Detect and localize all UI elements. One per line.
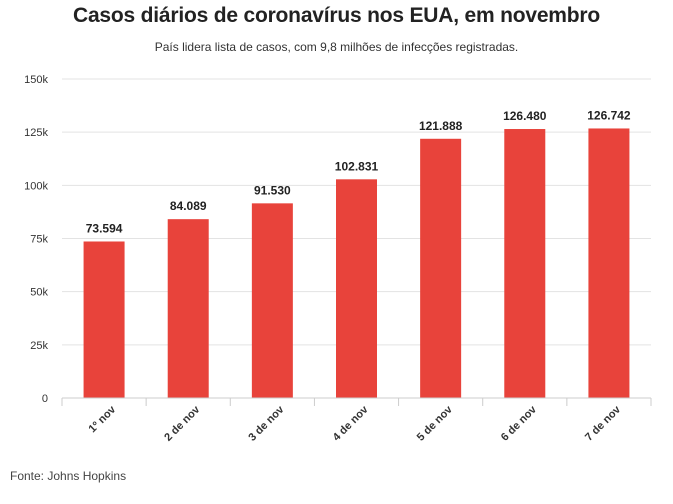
x-tick-label: 4 de nov xyxy=(331,403,372,444)
x-axis: 1º nov 2 de nov 3 de nov 4 de nov 5 de nov 6 … xyxy=(61,397,652,444)
y-tick-label: 75k xyxy=(30,234,48,246)
x-tick-label: 7 de nov xyxy=(583,403,624,444)
y-tick-label: 125k xyxy=(24,127,48,139)
data-label: 126.742 xyxy=(587,108,631,122)
x-tick-label: 5 de nov xyxy=(415,403,456,444)
source-note: Fonte: Johns Hopkins xyxy=(10,469,127,483)
data-label: 91.530 xyxy=(254,183,291,197)
data-label: 73.594 xyxy=(86,221,123,235)
data-label: 84.089 xyxy=(170,199,207,213)
bar xyxy=(167,219,209,398)
x-tick-label: 2 de nov xyxy=(162,403,203,444)
y-tick-label: 100k xyxy=(24,180,48,192)
data-label: 121.888 xyxy=(419,119,463,133)
y-tick-label: 0 xyxy=(42,393,48,405)
bar xyxy=(420,138,462,398)
data-label: 102.831 xyxy=(335,159,379,173)
y-tick-label: 150k xyxy=(24,74,48,86)
x-tick-label: 1º nov xyxy=(87,403,119,435)
bar xyxy=(251,203,293,398)
value-labels: 73.594 84.089 91.530 102.831 121.888 126.480 1… xyxy=(86,108,631,235)
data-label: 126.480 xyxy=(503,109,547,123)
chart-title: Casos diários de coronavírus nos EUA, em… xyxy=(72,4,600,27)
y-tick-label: 50k xyxy=(30,287,48,299)
bar xyxy=(588,128,630,398)
x-tick-label: 3 de nov xyxy=(246,403,287,444)
y-tick-label: 25k xyxy=(30,340,48,352)
bar xyxy=(504,129,546,398)
x-tick-label: 6 de nov xyxy=(499,403,540,444)
bar xyxy=(83,241,125,398)
y-axis: 0 25k 50k 75k 100k 125k 150k xyxy=(24,74,48,405)
bars xyxy=(83,128,630,398)
chart-subtitle: País lidera lista de casos, com 9,8 milh… xyxy=(154,40,519,54)
bar xyxy=(336,179,377,398)
